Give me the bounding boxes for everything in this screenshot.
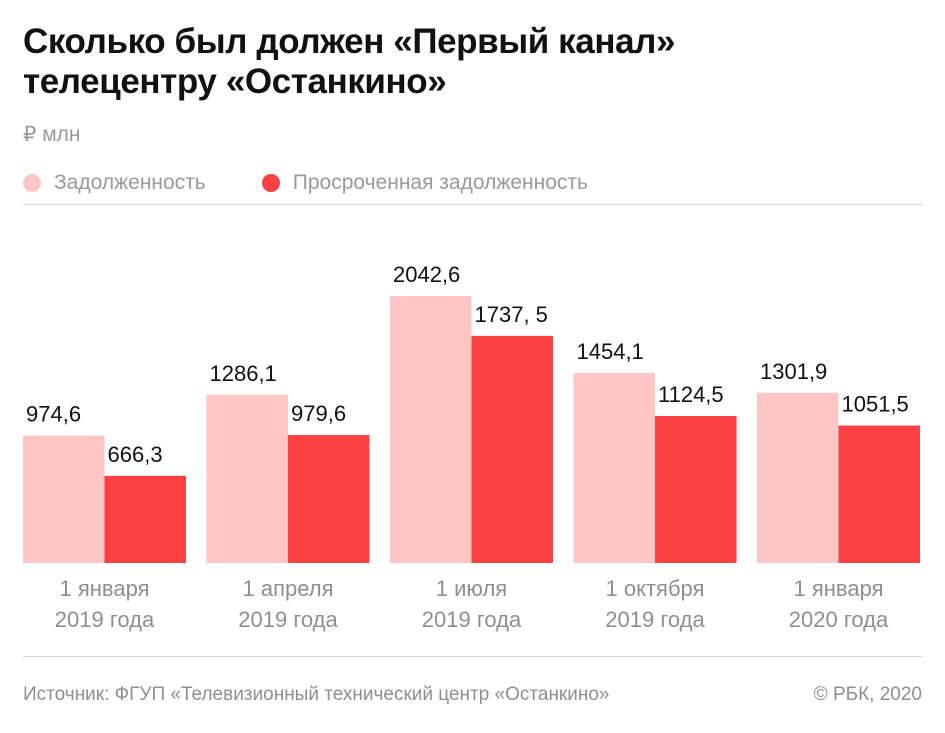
data-label-debt-jul-2019: 2042,6 bbox=[393, 262, 460, 287]
data-label-debt-jan-2020: 1301,9 bbox=[760, 359, 827, 384]
category-label-jan-2019-line-2: 2019 года bbox=[55, 607, 155, 632]
bar-debt-oct-2019 bbox=[573, 372, 655, 563]
data-label-debt-oct-2019: 1454,1 bbox=[577, 339, 644, 364]
data-label-debt-apr-2019: 1286,1 bbox=[210, 361, 277, 386]
source-note: Источник: ФГУП «Телевизионный технически… bbox=[23, 684, 610, 705]
chart-title: Сколько был должен «Первый канал» телеце… bbox=[23, 22, 923, 102]
legend-swatch-debt bbox=[23, 174, 41, 192]
data-label-overdue-debt-apr-2019: 979,6 bbox=[291, 401, 346, 426]
bar-debt-apr-2019 bbox=[206, 394, 288, 563]
bar-overdue-debt-jul-2019 bbox=[471, 335, 553, 563]
category-label-oct-2019-line-2: 2019 года bbox=[605, 607, 705, 632]
data-label-overdue-debt-oct-2019: 1124,5 bbox=[658, 382, 724, 407]
bottom-divider bbox=[23, 656, 922, 657]
category-label-jul-2019-line-1: 1 июля bbox=[436, 576, 507, 601]
bar-chart: 974,6 666,3 1 января 2019 года 1286,1 979,6 1 … bbox=[23, 262, 920, 632]
bar-debt-jan-2020 bbox=[757, 392, 839, 563]
category-label-oct-2019-line-1: 1 октября bbox=[606, 576, 705, 601]
category-label-apr-2019-line-2: 2019 года bbox=[238, 607, 338, 632]
legend-item-overdue-debt: Просроченная задолженность bbox=[261, 171, 588, 195]
category-label-jan-2020-line-1: 1 января bbox=[794, 576, 884, 601]
legend-label-debt: Задолженность bbox=[54, 171, 206, 194]
bar-debt-jul-2019 bbox=[390, 296, 472, 563]
chart-title-line-1: Сколько был должен «Первый канал» bbox=[23, 22, 676, 61]
data-label-overdue-debt-jan-2020: 1051,5 bbox=[842, 392, 909, 417]
top-divider bbox=[23, 204, 922, 205]
bar-overdue-debt-apr-2019 bbox=[288, 434, 370, 563]
legend-item-debt: Задолженность bbox=[23, 171, 206, 195]
data-label-debt-jan-2019: 974,6 bbox=[26, 402, 81, 427]
category-label-jan-2020-line-2: 2020 года bbox=[789, 607, 889, 632]
legend: Задолженность Просроченная задолженность bbox=[23, 169, 588, 197]
bar-overdue-debt-jan-2020 bbox=[838, 425, 920, 563]
category-label-jan-2019-line-1: 1 января bbox=[60, 576, 150, 601]
copyright-note: © РБК, 2020 bbox=[813, 684, 922, 705]
category-label-apr-2019-line-1: 1 апреля bbox=[243, 576, 334, 601]
category-label-jul-2019-line-2: 2019 года bbox=[422, 607, 522, 632]
data-label-overdue-debt-jan-2019: 666,3 bbox=[108, 442, 163, 467]
legend-swatch-overdue-debt bbox=[261, 174, 280, 192]
bar-overdue-debt-jan-2019 bbox=[104, 475, 186, 563]
bar-debt-jan-2019 bbox=[23, 435, 105, 563]
legend-label-overdue-debt: Просроченная задолженность bbox=[292, 171, 588, 194]
data-label-overdue-debt-jul-2019: 1737, 5 bbox=[475, 302, 548, 327]
chart-title-line-2: телецентру «Останкино» bbox=[23, 62, 447, 101]
bar-overdue-debt-oct-2019 bbox=[655, 416, 737, 563]
unit-label: ₽ млн bbox=[23, 123, 81, 146]
